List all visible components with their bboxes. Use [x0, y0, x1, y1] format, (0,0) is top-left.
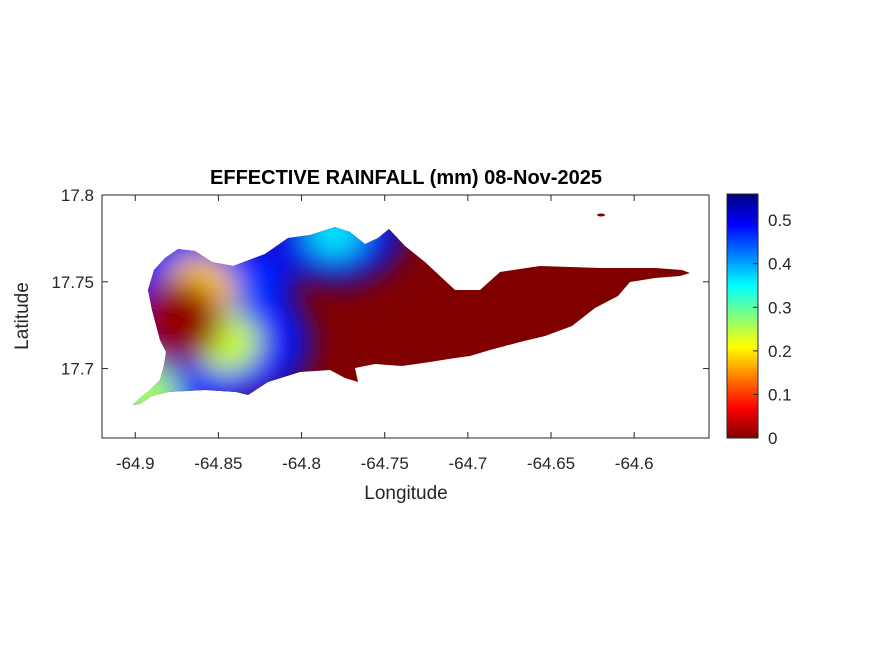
- x-tick-label: -64.65: [527, 454, 575, 473]
- y-tick-label: 17.8: [61, 186, 94, 205]
- colorbar-tick-label: 0.4: [768, 255, 792, 274]
- hotspot: [308, 227, 362, 258]
- colorbar-tick-label: 0.3: [768, 298, 792, 317]
- x-tick-label: -64.75: [361, 454, 409, 473]
- y-tick-label: 17.7: [61, 360, 94, 379]
- y-axis-ticks: 17.7 17.75 17.8: [51, 186, 709, 379]
- colorbar: [726, 193, 759, 439]
- x-tick-label: -64.9: [116, 454, 155, 473]
- colorbar-tick-label: 0.2: [768, 342, 792, 361]
- x-tick-label: -64.8: [282, 454, 321, 473]
- x-tick-label: -64.6: [615, 454, 654, 473]
- hotspot: [133, 365, 179, 405]
- chart-title: EFFECTIVE RAINFALL (mm) 08-Nov-2025: [210, 167, 602, 189]
- colorbar-ticks: 0 0.1 0.2 0.3 0.4 0.5: [753, 211, 792, 448]
- colorbar-tick-label: 0: [768, 429, 777, 448]
- x-tick-label: -64.85: [194, 454, 242, 473]
- colorbar-tick-label: 0.1: [768, 385, 792, 404]
- x-axis-ticks: -64.9 -64.85 -64.8 -64.75 -64.7 -64.65 -64.6: [116, 195, 654, 473]
- y-tick-label: 17.75: [51, 273, 94, 292]
- x-axis-label: Longitude: [364, 483, 447, 504]
- colorbar-tick-label: 0.5: [768, 211, 792, 230]
- x-tick-label: -64.7: [448, 454, 487, 473]
- y-axis-label: Latitude: [12, 282, 33, 350]
- islet: [597, 213, 605, 217]
